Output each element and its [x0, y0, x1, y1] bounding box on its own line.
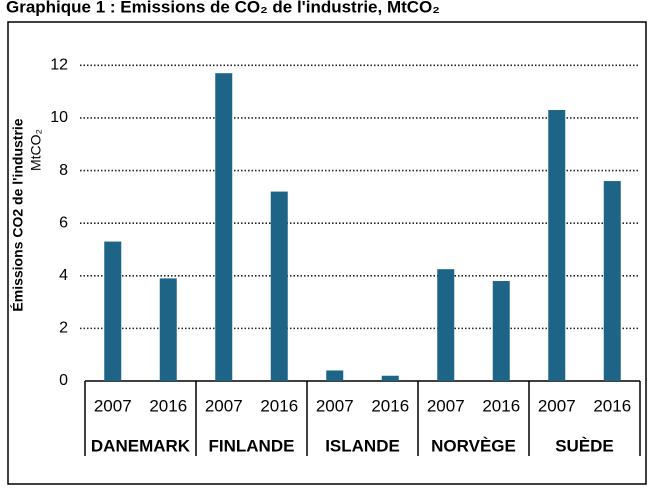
group-label: NORVÈGE: [431, 436, 516, 455]
bar: [326, 370, 344, 381]
x-tick-label: 2016: [149, 396, 187, 415]
bar: [492, 281, 510, 381]
y-tick-label: 10: [50, 109, 68, 126]
bar: [159, 278, 177, 381]
y-tick-label: 6: [59, 214, 68, 231]
chart-title: Graphique 1 : Émissions de CO₂ de l'indu…: [6, 0, 440, 16]
bar: [215, 73, 233, 381]
x-tick-label: 2016: [260, 396, 298, 415]
x-tick-label: 2007: [427, 396, 465, 415]
y-tick-label: 12: [50, 57, 68, 74]
x-tick-label: 2007: [538, 396, 576, 415]
y-axis-unit: MtCO₂: [28, 129, 44, 171]
bar: [603, 181, 621, 381]
y-tick-label: 0: [59, 372, 68, 389]
y-tick-label: 8: [59, 162, 68, 179]
y-tick-label: 2: [59, 320, 68, 337]
bar: [270, 191, 288, 381]
bar: [437, 269, 455, 381]
group-label: FINLANDE: [209, 436, 295, 455]
bar: [104, 241, 122, 381]
x-tick-label: 2016: [593, 396, 631, 415]
y-axis-label: Émissions CO2 de l'industrie: [10, 118, 26, 311]
x-tick-label: 2016: [371, 396, 409, 415]
bar: [381, 375, 399, 381]
group-label: SUÈDE: [555, 436, 614, 455]
group-label: DANEMARK: [91, 436, 191, 455]
x-tick-label: 2007: [94, 396, 132, 415]
x-tick-label: 2007: [316, 396, 354, 415]
y-tick-label: 4: [59, 267, 68, 284]
x-tick-label: 2007: [205, 396, 243, 415]
frame: [7, 21, 647, 485]
x-tick-label: 2016: [482, 396, 520, 415]
bar: [548, 110, 566, 382]
group-label: ISLANDE: [325, 436, 400, 455]
